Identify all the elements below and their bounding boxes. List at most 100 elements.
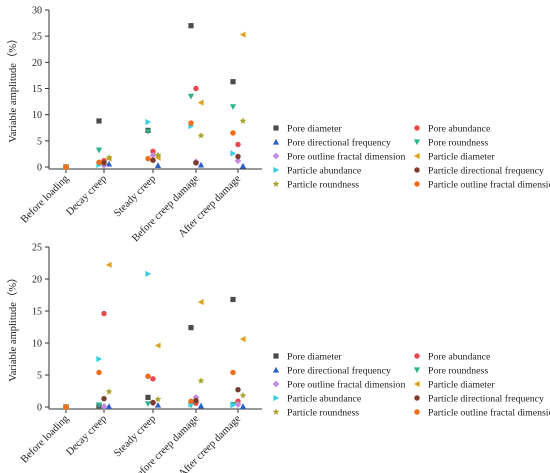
data-point [230, 369, 236, 376]
legend-label: Pore diameter [287, 352, 342, 363]
legend-marker [413, 152, 420, 160]
data-point [95, 147, 103, 154]
x-tick-label: Before loading [19, 173, 72, 226]
data-point [96, 118, 102, 124]
legend-label: Pore abundance [428, 352, 491, 363]
data-point [145, 270, 152, 277]
legend-marker [414, 409, 420, 415]
data-point [96, 159, 102, 166]
legend-label: Pore abundance [428, 124, 491, 135]
data-point [150, 157, 156, 163]
data-point [197, 402, 205, 409]
y-tick-label: 10 [32, 110, 42, 121]
legend-marker [413, 367, 421, 374]
data-point [239, 162, 247, 169]
data-point [239, 31, 246, 38]
data-point [234, 157, 242, 165]
y-axis-label: Variable amplitude（%） [7, 33, 19, 142]
data-point [230, 150, 237, 157]
data-point [149, 152, 157, 159]
data-point [197, 131, 205, 139]
data-point [101, 160, 107, 166]
data-point [63, 164, 69, 170]
legend-label: Particle diameter [428, 152, 495, 163]
y-tick-label: 5 [37, 371, 42, 382]
data-point [239, 391, 247, 399]
data-point [188, 23, 194, 29]
legend-marker [414, 181, 420, 187]
y-tick-label: 30 [32, 6, 42, 17]
data-point [235, 141, 241, 148]
legend-marker [272, 408, 280, 415]
legend-label: Pore outline fractal dimension [287, 152, 405, 163]
legend-label: Particle directional frequency [428, 394, 544, 405]
data-point [193, 397, 199, 404]
legend-label: Particle roundness [287, 180, 359, 191]
data-point [144, 128, 152, 135]
legend-marker [272, 138, 280, 145]
y-tick-label: 5 [37, 136, 42, 147]
data-point [188, 120, 194, 126]
legend-label: Particle outline fractal dimension [428, 408, 550, 419]
y-tick-label: 20 [32, 275, 42, 286]
y-tick-label: 25 [32, 32, 42, 43]
legend-marker [413, 380, 420, 388]
chart-panel-2: 0 5 10 15 20 25 Variable amplitude（%） Before lo… [7, 243, 550, 473]
legend-marker [273, 353, 279, 359]
data-point [235, 153, 241, 160]
legend-label: Particle abundance [287, 166, 362, 177]
data-point [150, 399, 156, 406]
data-point [105, 388, 113, 395]
legend-label: Pore outline fractal dimension [287, 380, 405, 391]
data-point [187, 93, 195, 100]
data-point [145, 373, 151, 380]
data-point [154, 401, 162, 408]
data-point [239, 117, 247, 124]
data-point [239, 336, 246, 343]
x-tick-label: Decay creep [64, 413, 109, 458]
legend-marker [414, 395, 420, 401]
data-point [95, 402, 103, 409]
data-point [101, 310, 107, 317]
y-tick-label: 15 [32, 307, 42, 318]
legend-label: Pore roundness [428, 138, 488, 149]
data-point [234, 401, 242, 408]
data-point [193, 85, 199, 92]
data-point [145, 394, 151, 400]
legend-label: Pore roundness [428, 366, 488, 377]
legend-label: Particle directional frequency [428, 166, 544, 177]
data-point [150, 376, 156, 382]
y-tick-label: 10 [32, 339, 42, 350]
data-point [239, 403, 247, 409]
data-point [188, 398, 194, 404]
legend-label: Pore diameter [287, 124, 342, 135]
data-point [154, 151, 162, 158]
data-point [197, 377, 205, 384]
data-point [105, 153, 113, 161]
data-point [150, 148, 156, 155]
legend-marker [413, 139, 421, 146]
legend-marker [272, 152, 280, 160]
data-point [197, 99, 204, 106]
data-point [230, 79, 236, 85]
x-tick-label: Steady creep [112, 413, 158, 459]
x-tick-label: Steady creep [112, 173, 158, 219]
y-tick-label: 0 [37, 163, 42, 174]
y-tick-label: 15 [32, 84, 42, 95]
data-point [145, 118, 152, 126]
legend-marker [414, 353, 420, 359]
legend-marker [272, 380, 280, 388]
data-point [197, 298, 204, 306]
data-point [145, 155, 151, 162]
legend-label: Pore directional frequency [287, 366, 391, 377]
data-point [230, 296, 236, 303]
data-point [230, 130, 236, 136]
legend-marker [273, 166, 280, 174]
data-point [100, 402, 108, 410]
legend-marker [272, 366, 280, 373]
legend-label: Particle outline fractal dimension [428, 180, 550, 191]
legend-marker [414, 167, 420, 173]
chart-panel-1: 0 5 10 15 20 25 30 Variable amplitude（%） Before … [7, 6, 550, 245]
data-point [105, 160, 113, 167]
